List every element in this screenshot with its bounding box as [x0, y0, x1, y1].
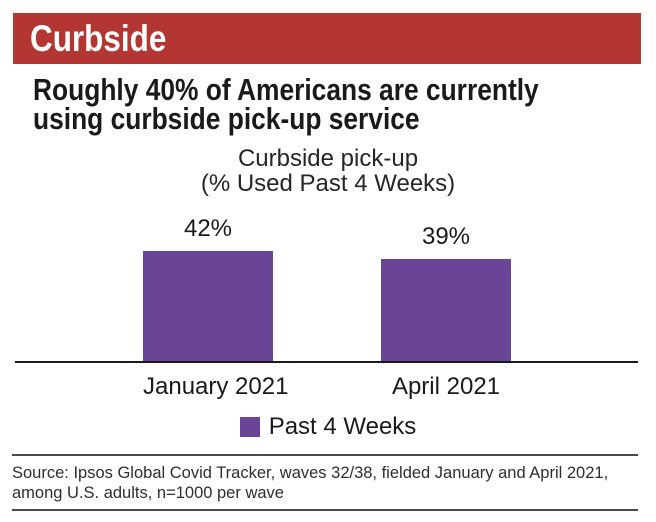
x-axis-line: [15, 361, 638, 363]
bar-value-label: 39%: [421, 222, 471, 250]
chart-title-sub: (% Used Past 4 Weeks): [200, 170, 456, 197]
chart-title: Curbside pick-up (% Used Past 4 Weeks): [0, 146, 656, 196]
headline-line-2: using curbside pick-up service: [33, 101, 420, 136]
header-title: Curbside: [30, 17, 167, 59]
source-line-1: Source: Ipsos Global Covid Tracker, wave…: [12, 464, 609, 482]
header-bar: Curbside: [13, 13, 641, 64]
footer-divider-bottom: [12, 509, 638, 511]
bar-group-january: 42%: [143, 214, 273, 363]
bar-group-april: 39%: [381, 222, 511, 363]
x-axis-label-january: January 2021: [143, 373, 289, 400]
chart-title-main: Curbside pick-up: [237, 145, 419, 172]
bar-value-label: 42%: [183, 214, 233, 242]
source-line-2: among U.S. adults, n=1000 per wave: [12, 483, 284, 502]
source-note: Source: Ipsos Global Covid Tracker, wave…: [12, 464, 648, 503]
footer-divider-top: [12, 454, 638, 456]
legend-label: Past 4 Weeks: [268, 413, 417, 440]
legend-swatch-icon: [239, 417, 260, 437]
x-axis-label-april: April 2021: [391, 373, 501, 400]
legend: Past 4 Weeks: [0, 415, 656, 439]
headline: Roughly 40% of Americans are currently u…: [33, 72, 539, 136]
headline-line-1: Roughly 40% of Americans are currently: [33, 72, 539, 107]
bar-january-2021: [143, 250, 273, 363]
bar-april-2021: [381, 258, 511, 363]
